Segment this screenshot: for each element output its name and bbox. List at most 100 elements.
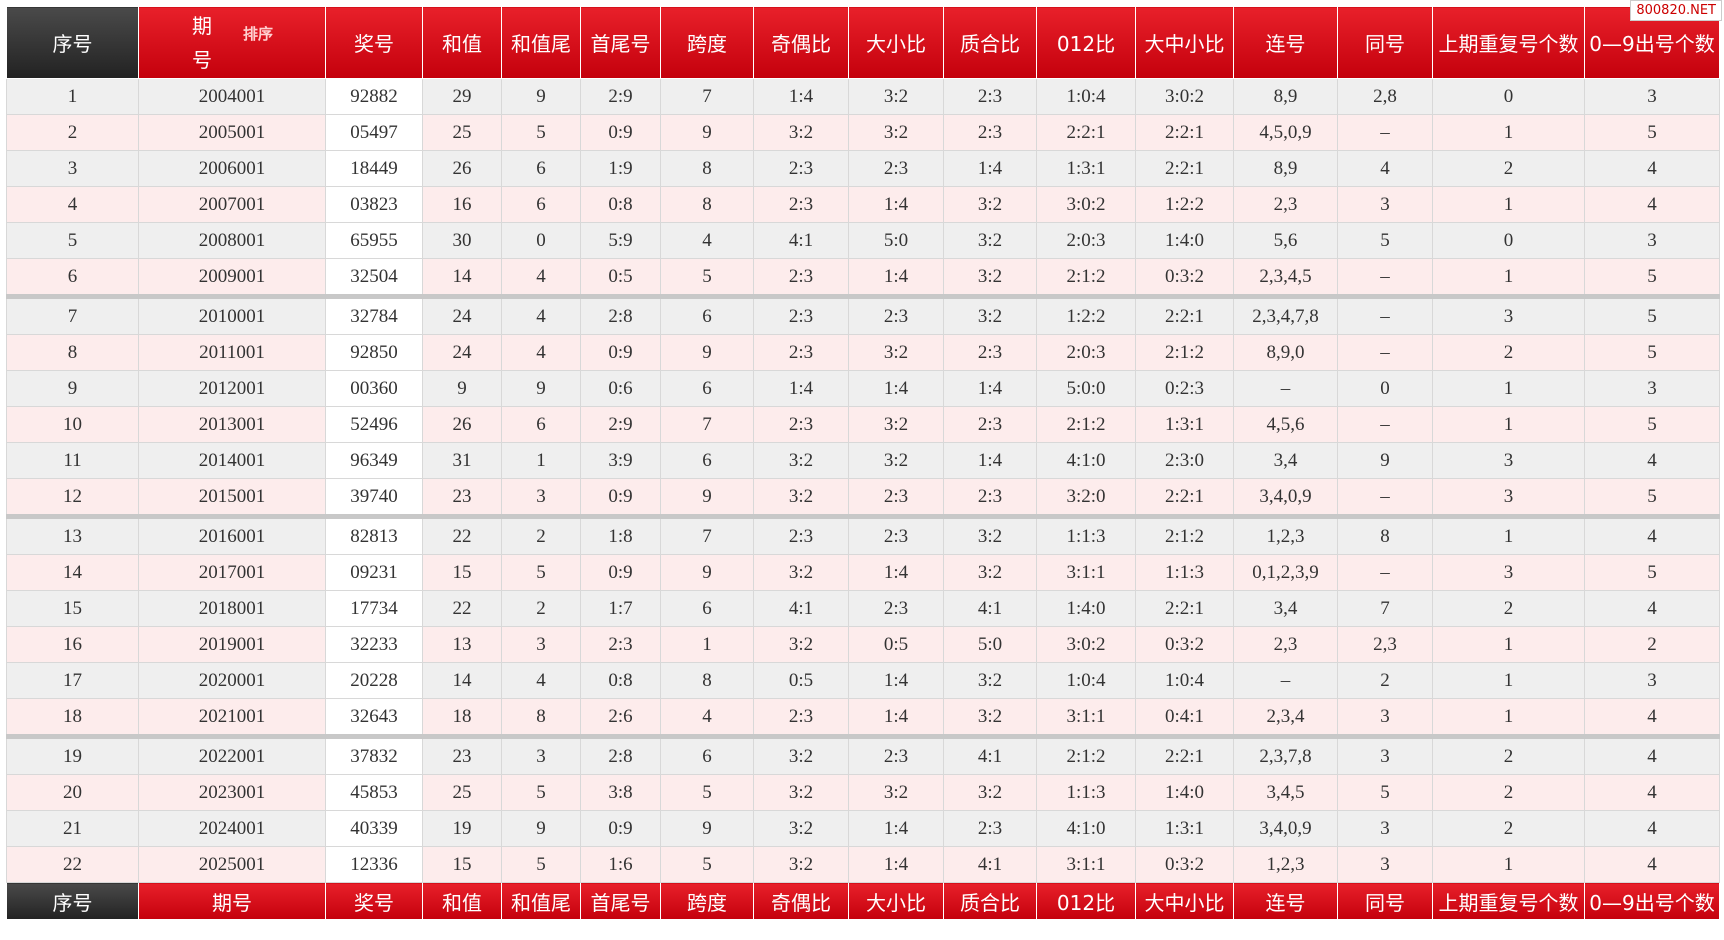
footer-header: 上期重复号个数 (1432, 882, 1585, 920)
table-cell: 5 (501, 774, 581, 811)
column-header[interactable]: 和值 (422, 6, 502, 79)
table-cell: 0:6 (580, 370, 661, 407)
table-cell: 7 (660, 514, 754, 555)
table-cell: 23 (422, 478, 502, 517)
table-cell: 4,5,0,9 (1233, 114, 1338, 151)
table-cell: 2:3 (848, 294, 944, 335)
table-cell: 16 (6, 626, 139, 663)
table-cell: 2005001 (138, 114, 326, 151)
table-cell: 3:2:0 (1036, 478, 1136, 517)
table-cell: 6 (660, 734, 754, 775)
table-cell: 2:3 (943, 334, 1037, 371)
table-cell: 1:3:1 (1036, 150, 1136, 187)
table-cell: 9 (660, 810, 754, 847)
table-cell: 2:8 (580, 734, 661, 775)
footer-header: 和值 (422, 882, 502, 920)
table-cell: 3 (1337, 810, 1433, 847)
column-header[interactable]: 跨度 (660, 6, 754, 79)
column-header-text: 期号 (192, 13, 212, 72)
table-cell: 2 (1432, 590, 1585, 627)
table-row: 16 2019001 32233 13 3 2:3 1 3:2 0:5 5:0 3:0:2 0:3:2… (6, 626, 1720, 663)
table-cell: 3 (501, 478, 581, 517)
table-cell: 1:4:0 (1135, 222, 1234, 259)
table-cell: 2:3 (848, 590, 944, 627)
column-header[interactable]: 上期重复号个数 (1432, 6, 1585, 79)
table-cell: 6 (6, 258, 139, 297)
table-cell: 3,4 (1233, 590, 1338, 627)
column-header[interactable]: 012比 (1036, 6, 1136, 79)
footer-header: 和值尾 (501, 882, 581, 920)
table-cell: 2:3 (848, 514, 944, 555)
column-header[interactable]: 质合比 (943, 6, 1037, 79)
sort-button[interactable]: 排序 (243, 25, 274, 43)
table-cell: 3:2 (943, 514, 1037, 555)
table-cell: 19 (6, 734, 139, 775)
column-header[interactable]: 首尾号 (580, 6, 661, 79)
table-cell: 26 (422, 406, 502, 443)
table-cell: 2:2:1 (1135, 478, 1234, 517)
table-cell: 2006001 (138, 150, 326, 187)
table-cell: 2009001 (138, 258, 326, 297)
table-cell: 4:1 (943, 590, 1037, 627)
table-cell: 2015001 (138, 478, 326, 517)
table-cell: 92882 (325, 78, 423, 115)
table-cell: 4:1 (943, 846, 1037, 883)
table-cell: 96349 (325, 442, 423, 479)
table-cell: 6 (660, 590, 754, 627)
column-header[interactable]: 大小比 (848, 6, 944, 79)
table-cell: 2:3 (580, 626, 661, 663)
table-cell: 15 (422, 846, 502, 883)
table-cell: 22 (422, 514, 502, 555)
table-cell: – (1337, 478, 1433, 517)
table-cell: 13 (6, 514, 139, 555)
table-cell: 3 (1584, 78, 1720, 115)
table-cell: 1:4:0 (1036, 590, 1136, 627)
column-header[interactable]: 连号 (1233, 6, 1338, 79)
column-header[interactable]: 奇偶比 (753, 6, 849, 79)
table-cell: 3 (1432, 442, 1585, 479)
column-header[interactable]: 奖号 (325, 6, 423, 79)
table-cell: 2:2:1 (1036, 114, 1136, 151)
table-cell: 3:2 (943, 698, 1037, 737)
table-cell: 2011001 (138, 334, 326, 371)
table-row: 19 2022001 37832 23 3 2:8 6 3:2 2:3 4:1 2:1:2 2:2:1… (6, 734, 1720, 775)
table-cell: 30 (422, 222, 502, 259)
table-cell: 9 (660, 114, 754, 151)
table-cell: 2 (1432, 150, 1585, 187)
table-cell: 2:8 (580, 294, 661, 335)
table-cell: 4 (660, 222, 754, 259)
table-cell: 1:4 (753, 78, 849, 115)
table-row: 8 2011001 92850 24 4 0:9 9 2:3 3:2 2:3 2:0:3 2:1:2 8… (6, 334, 1720, 371)
table-cell: 20 (6, 774, 139, 811)
table-cell: 2016001 (138, 514, 326, 555)
table-cell: 2,3,4,7,8 (1233, 294, 1338, 335)
table-cell: 3 (1432, 554, 1585, 591)
column-header[interactable]: 同号 (1337, 6, 1433, 79)
column-header[interactable]: 期号 排序 (138, 6, 326, 79)
table-cell: 65955 (325, 222, 423, 259)
column-header[interactable]: 序号 (6, 6, 139, 79)
table-cell: 0:5 (753, 662, 849, 699)
footer-header: 期号 (138, 882, 326, 920)
table-cell: 2:3 (753, 334, 849, 371)
table-row: 7 2010001 32784 24 4 2:8 6 2:3 2:3 3:2 1:2:2 2:2:1 2… (6, 294, 1720, 335)
table-cell: 25 (422, 774, 502, 811)
table-cell: 5 (1584, 334, 1720, 371)
table-cell: – (1337, 334, 1433, 371)
table-cell: 19 (422, 810, 502, 847)
table-cell: 5 (1584, 258, 1720, 297)
column-header[interactable]: 大中小比 (1135, 6, 1234, 79)
table-cell: – (1233, 662, 1338, 699)
table-cell: 2010001 (138, 294, 326, 335)
table-cell: 3:0:2 (1036, 626, 1136, 663)
table-cell: 3:0:2 (1036, 186, 1136, 223)
table-cell: 2020001 (138, 662, 326, 699)
table-cell: 3 (1337, 734, 1433, 775)
footer-header: 012比 (1036, 882, 1136, 920)
table-cell: 0:3:2 (1135, 846, 1234, 883)
table-cell: 1:4 (848, 846, 944, 883)
table-cell: 1 (501, 442, 581, 479)
table-row: 3 2006001 18449 26 6 1:9 8 2:3 2:3 1:4 1:3:1 2:2:1 8… (6, 150, 1720, 187)
table-row: 18 2021001 32643 18 8 2:6 4 2:3 1:4 3:2 3:1:1 0:4:1… (6, 698, 1720, 737)
column-header[interactable]: 和值尾 (501, 6, 581, 79)
